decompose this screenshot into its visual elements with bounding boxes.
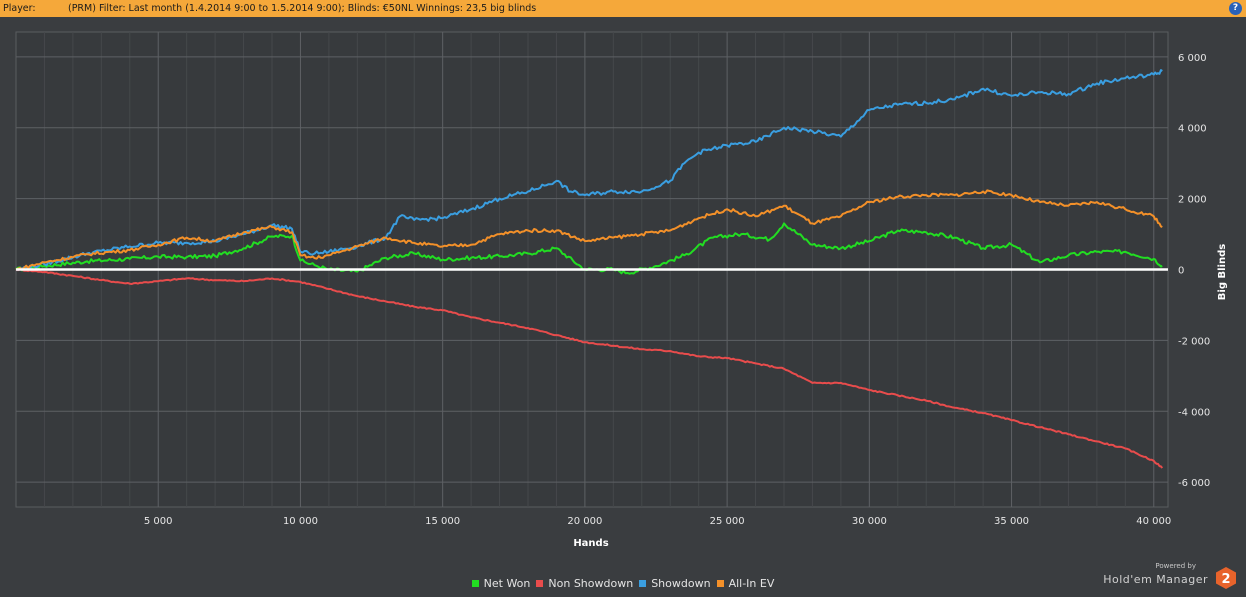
legend-swatch: [716, 580, 724, 587]
product-name: Hold'em Manager: [1103, 573, 1208, 586]
series-line-all-in-ev: [15, 189, 1163, 271]
x-tick-label: 40 000: [1136, 516, 1171, 527]
chart-legend: Net Won Non Showdown Showdown All-In EV: [0, 577, 1246, 590]
x-tick-label: 10 000: [283, 516, 318, 527]
x-tick-label: 30 000: [852, 516, 887, 527]
header-bar: Player: (PRM) Filter: Last month (1.4.20…: [0, 0, 1246, 17]
legend-swatch: [471, 580, 479, 587]
legend-item-all-in-ev[interactable]: All-In EV: [716, 577, 775, 590]
x-tick-label: 25 000: [710, 516, 745, 527]
x-axis-label: Hands: [573, 538, 608, 549]
y-tick-label: 6 000: [1178, 53, 1207, 64]
y-tick-label: -2 000: [1178, 336, 1210, 347]
series-line-non-showdown: [15, 268, 1164, 469]
y-axis-ticks: 6 000 4 000 2 000 0 -2 000 -4 000 -6 000: [1178, 53, 1210, 489]
x-tick-label: 35 000: [994, 516, 1029, 527]
legend-item-showdown[interactable]: Showdown: [639, 577, 711, 590]
filter-text: (PRM) Filter: Last month (1.4.2014 9:00 …: [68, 3, 537, 14]
y-axis-label: Big Blinds: [1217, 244, 1228, 300]
powered-by-text: Powered by: [1155, 562, 1196, 570]
y-tick-label: 4 000: [1178, 124, 1207, 135]
x-tick-label: 5 000: [144, 516, 173, 527]
legend-item-non-showdown[interactable]: Non Showdown: [536, 577, 633, 590]
y-tick-label: 2 000: [1178, 195, 1207, 206]
x-axis-ticks: 5 000 10 000 15 000 20 000 25 000 30 000 35 00…: [144, 516, 1171, 527]
logo-text: 2: [1221, 572, 1230, 587]
legend-label: Net Won: [483, 577, 531, 590]
legend-label: All-In EV: [728, 577, 775, 590]
legend-item-net-won[interactable]: Net Won: [471, 577, 531, 590]
legend-swatch: [536, 580, 544, 587]
winnings-chart: 5 000 10 000 15 000 20 000 25 000 30 000 35 00…: [15, 31, 1228, 549]
legend-label: Non Showdown: [548, 577, 634, 590]
legend-label: Showdown: [651, 577, 711, 590]
legend-swatch: [639, 580, 647, 587]
hem-logo-icon: 2: [1216, 567, 1236, 589]
help-icon[interactable]: ?: [1229, 2, 1242, 15]
y-tick-label: 0: [1178, 266, 1184, 277]
player-label: Player:: [3, 3, 36, 14]
y-tick-label: -4 000: [1178, 407, 1210, 418]
x-tick-label: 15 000: [425, 516, 460, 527]
x-tick-label: 20 000: [567, 516, 602, 527]
series-lines: [15, 69, 1168, 469]
y-tick-label: -6 000: [1178, 478, 1210, 489]
